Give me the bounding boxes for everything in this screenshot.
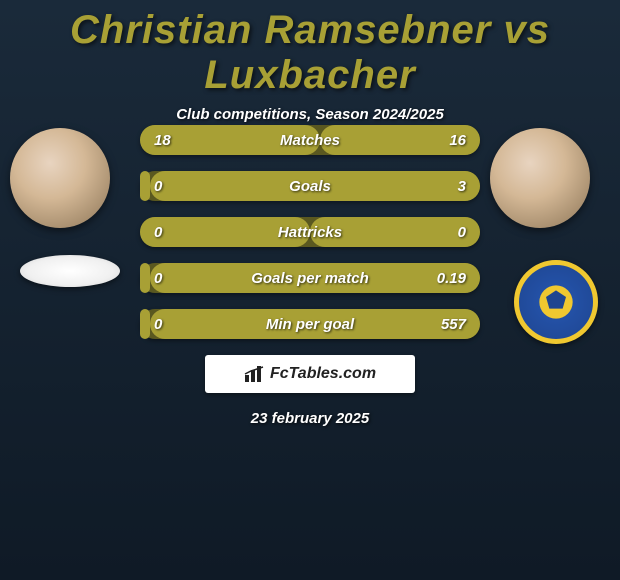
stat-bar: 0 Min per goal 557 [140,309,480,339]
club-badge-right [514,260,598,344]
football-icon [536,282,576,322]
stat-value-left: 18 [154,132,194,149]
stat-bar: 0 Hattricks 0 [140,217,480,247]
fctables-logo: FcTables.com [205,355,415,393]
stat-metric-label: Goals per match [251,270,369,287]
subtitle: Club competitions, Season 2024/2025 [0,106,620,123]
date-label: 23 february 2025 [0,410,620,427]
stat-value-left: 0 [154,178,194,195]
stat-value-right: 16 [426,132,466,149]
stat-fill-left [140,171,150,201]
stat-value-right: 557 [426,316,466,333]
stat-value-left: 0 [154,316,194,333]
stat-bar: 0 Goals per match 0.19 [140,263,480,293]
logo-text: FcTables.com [270,365,376,383]
stat-fill-left [140,309,150,339]
stat-metric-label: Matches [280,132,340,149]
stat-bar: 0 Goals 3 [140,171,480,201]
stat-bar: 18 Matches 16 [140,125,480,155]
page-title: Christian Ramsebner vs Luxbacher [0,0,620,98]
stat-value-right: 3 [426,178,466,195]
stat-metric-label: Min per goal [266,316,354,333]
stat-value-left: 0 [154,270,194,287]
bar-chart-icon [244,365,264,383]
stat-value-right: 0.19 [426,270,466,287]
stat-value-right: 0 [426,224,466,241]
stat-metric-label: Goals [289,178,331,195]
player-avatar-right [490,128,590,228]
stat-fill-left [140,263,150,293]
stat-value-left: 0 [154,224,194,241]
club-badge-left [20,255,120,287]
stats-bars: 18 Matches 16 0 Goals 3 0 Hattricks 0 0 Goals per … [140,125,480,355]
stat-metric-label: Hattricks [278,224,342,241]
player-avatar-left [10,128,110,228]
